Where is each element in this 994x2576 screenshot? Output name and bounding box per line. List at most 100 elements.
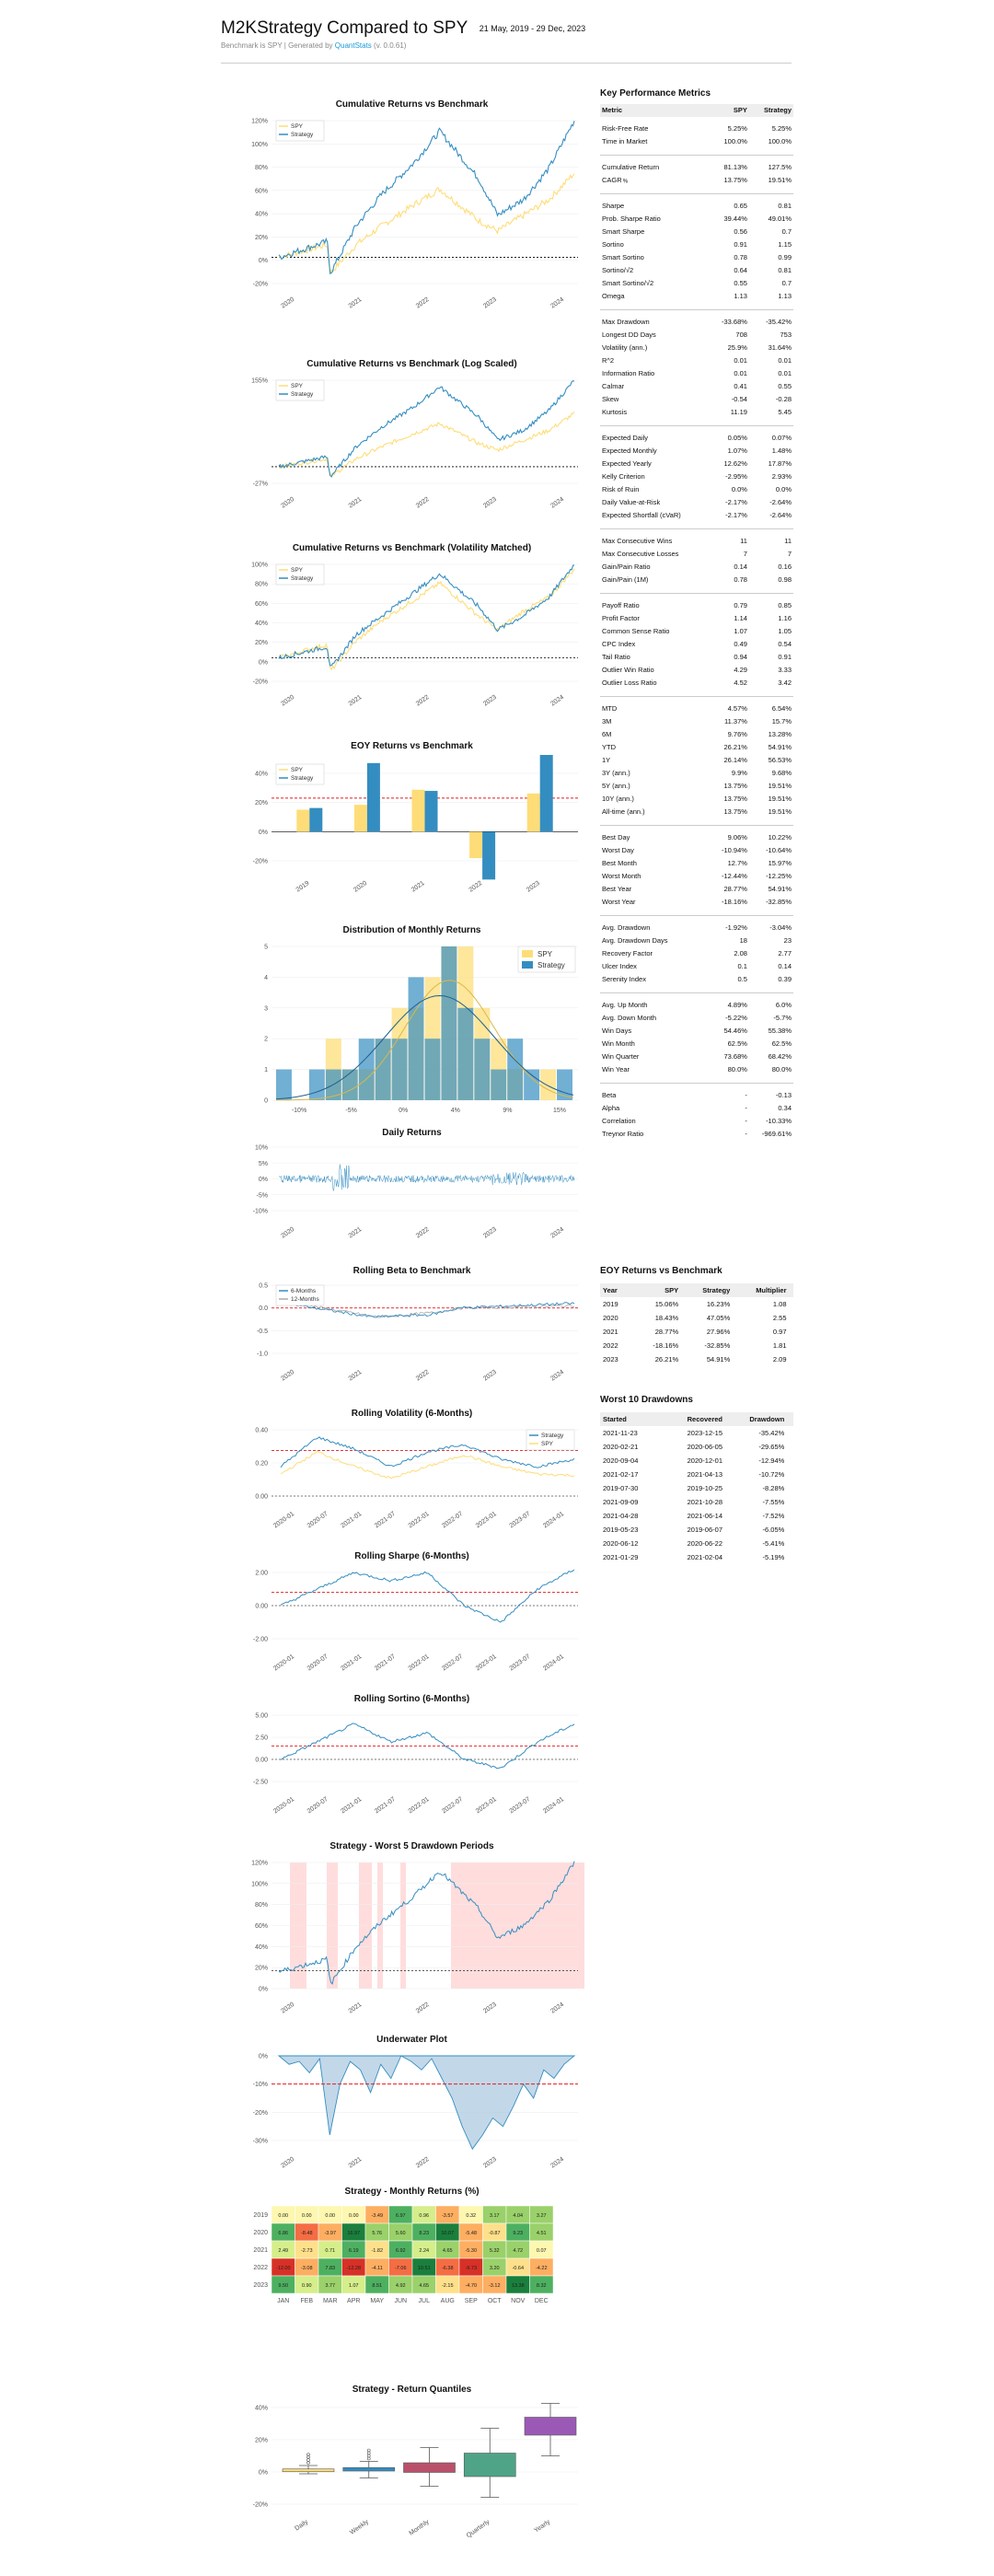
heatmap-row-label: 2021	[253, 2247, 268, 2254]
metrics-row: 5Y (ann.) 13.75% 19.51%	[600, 780, 793, 793]
drawdown-cell: -10.72%	[758, 1470, 785, 1479]
metric-strategy-value: 54.91%	[768, 743, 792, 751]
chart-legend: SPY Strategy	[275, 763, 325, 785]
x-tick-label: 2020-07	[306, 1654, 329, 1673]
eoy-cell: 2020	[603, 1314, 618, 1322]
metric-name: Win Quarter	[602, 1052, 640, 1061]
heatmap-cell-value: 6.92	[396, 2248, 406, 2254]
eoy-header-cell: SPY	[632, 1283, 682, 1297]
metrics-separator	[600, 986, 793, 993]
heatmap-column-label: SEP	[465, 2298, 478, 2304]
strategy-hist-bar	[524, 1069, 540, 1100]
eoy-cell: 2.09	[772, 1355, 787, 1363]
metric-spy-value: 0.91	[734, 240, 747, 249]
strategy-hist-bar	[424, 1039, 441, 1100]
metric-name: Cumulative Return	[602, 163, 660, 171]
metric-spy-value: 13.75%	[723, 795, 747, 803]
metric-spy-value: 1.13	[734, 292, 747, 300]
metric-strategy-value: 0.91	[778, 653, 792, 661]
x-tick-label: 2021-07	[374, 1654, 397, 1673]
metric-spy-value: 13.75%	[723, 782, 747, 790]
heatmap-cell-value: 9.23	[513, 2231, 523, 2236]
heatmap-cell-value: -4.11	[372, 2266, 383, 2271]
x-tick-label: 2023	[482, 1226, 498, 1240]
quantstats-link[interactable]: QuantStats	[334, 41, 372, 50]
separator-line	[600, 419, 793, 426]
drawdown-cell: 56	[787, 1468, 793, 1481]
legend-label: Strategy	[291, 775, 314, 782]
heatmap-cell-value: 4.04	[513, 2213, 523, 2219]
x-tick-label: 9%	[503, 1108, 512, 1114]
heatmap-cell-value: -3.12	[489, 2283, 501, 2289]
metric-name: Expected Yearly	[602, 459, 652, 468]
separator-line	[600, 187, 793, 194]
separator-line	[600, 690, 793, 697]
drawdown-row: 2021-09-09 2021-10-28 -7.55%50	[600, 1495, 793, 1509]
x-tick-label: 2021-01	[340, 1511, 363, 1530]
heatmap-cell-value: 4.65	[419, 2283, 429, 2289]
metrics-row: YTD 26.21% 54.91%	[600, 741, 793, 754]
metric-spy-value: 0.05%	[727, 434, 747, 442]
metrics-row: Avg. Drawdown Days 18 23	[600, 934, 793, 947]
metric-spy-value: 708	[735, 331, 747, 339]
metric-name: Expected Shortfall (cVaR)	[602, 511, 681, 519]
metric-spy-value: 0.1	[737, 962, 747, 970]
x-tick-label: 2021	[410, 880, 426, 894]
chart-svg: 5.00 2.50 0.00 -2.50 2020-01 2020-07 2021-01 20…	[253, 1713, 578, 1815]
eoy-table: YearSPYStrategyMultiplierWon 2019 15.06% 16…	[600, 1283, 793, 1366]
metrics-row: Volatility (ann.) 25.9% 31.64%	[600, 342, 793, 354]
y-tick-label: 0%	[259, 1987, 268, 1993]
metric-name: 1Y	[602, 756, 611, 764]
y-tick-label: 0%	[259, 1177, 268, 1183]
drawdown-row: 2021-04-28 2021-06-14 -7.52%48	[600, 1509, 793, 1523]
y-tick-label: 100%	[251, 563, 268, 569]
eoy-cell: 2023	[603, 1355, 618, 1363]
metric-spy-value: 39.44%	[723, 215, 747, 223]
chart-svg: 2019 0.00 0.00 0.00 0.00 -3.49 6.97 0.96 -3.57 0.…	[253, 2205, 554, 2304]
heatmap-column-label: MAY	[370, 2298, 384, 2304]
metrics-row: Omega 1.13 1.13	[600, 290, 793, 303]
metric-strategy-value: 19.51%	[768, 795, 792, 803]
x-tick-label: 2020	[353, 880, 368, 894]
x-tick-label: 2019	[295, 880, 311, 894]
metric-strategy-value: 19.51%	[768, 807, 792, 816]
metrics-row: Smart Sortino/√2 0.55 0.7	[600, 277, 793, 290]
metric-name: 10Y (ann.)	[602, 795, 634, 803]
drawdown-row: 2020-02-21 2020-06-05 -29.65%106	[600, 1440, 793, 1454]
metric-name: Avg. Down Month	[602, 1014, 657, 1022]
eoy-cell: 0.97	[772, 1328, 787, 1336]
metric-spy-value: -	[745, 1104, 747, 1112]
metric-name: Calmar	[602, 382, 625, 390]
chart-legend: SPY Strategy	[275, 379, 325, 401]
metric-spy-value: 0.56	[734, 227, 747, 236]
x-tick-label: 2020	[280, 2002, 295, 2015]
strategy-bar	[309, 807, 323, 832]
chart-svg: 10% 5% 0% -5% -10% 2020 2021 2022 2023 2024	[253, 1145, 578, 1240]
strategy-hist-bar	[457, 1007, 474, 1100]
metric-name: Sharpe	[602, 202, 625, 210]
legend-label: SPY	[291, 767, 304, 773]
eoy-header-cell: Won	[789, 1283, 793, 1297]
metric-name: Expected Daily	[602, 434, 649, 442]
x-tick-label: Monthly	[409, 2519, 432, 2537]
metric-name: CPC Index	[602, 640, 636, 648]
metrics-row: Serenity Index 0.5 0.39	[600, 973, 793, 986]
metrics-separator	[600, 1076, 793, 1084]
y-tick-label: 1	[264, 1067, 268, 1073]
metrics-row: Sortino/√2 0.64 0.81	[600, 264, 793, 277]
drawdown-row: 2021-02-17 2021-04-13 -10.72%56	[600, 1468, 793, 1481]
report-header: M2KStrategy Compared to SPY 21 May, 2019…	[221, 18, 792, 50]
metric-spy-value: 13.75%	[723, 807, 747, 816]
y-tick-label: 80%	[255, 165, 268, 171]
x-tick-label: 2023	[482, 2156, 498, 2170]
chart-panel: Rolling Sharpe (6-Months) 2.00 0.00 -2.00 20…	[239, 1551, 584, 1680]
drawdown-cell: 2021-04-28	[603, 1512, 639, 1520]
drawdown-cell: 2020-02-21	[603, 1443, 639, 1451]
drawdown-cell: 2019-07-30	[603, 1484, 639, 1492]
metric-name: Avg. Drawdown	[602, 923, 651, 932]
metric-spy-value: -2.95%	[725, 472, 747, 481]
x-tick-label: 2023-01	[475, 1654, 498, 1673]
heatmap-cell-value: 8.51	[372, 2283, 382, 2289]
eoy-row: 2020 18.43% 47.05% 2.55+	[600, 1311, 793, 1325]
drawdown-cell: 2021-04-13	[687, 1470, 722, 1479]
